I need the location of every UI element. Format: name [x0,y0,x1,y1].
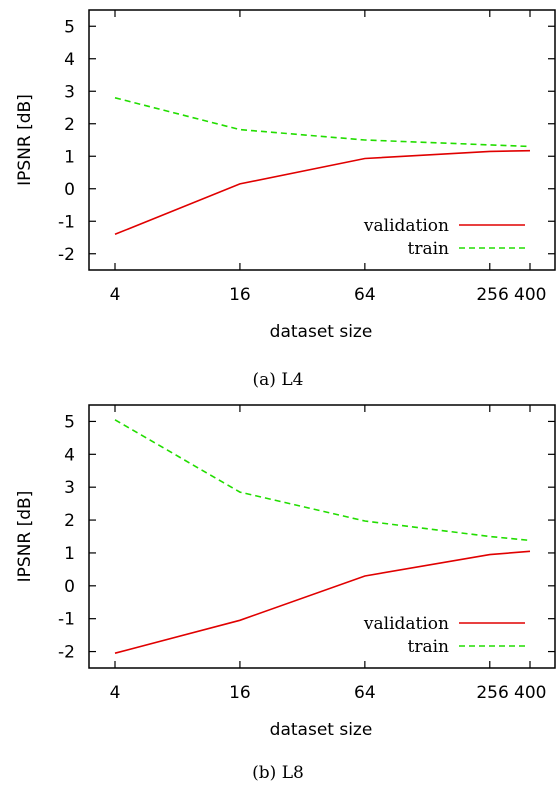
x-tick-label: 4 [110,285,121,305]
plot-frame [88,404,556,669]
figure-caption: (a) L4 [253,370,304,390]
x-tick-label: 256 [476,683,508,703]
y-tick-label: 4 [64,50,75,70]
y-tick-label: 1 [64,147,75,167]
y-tick-label: -1 [58,212,75,232]
y-tick-label: -2 [58,245,75,265]
legend-label-train: train [408,637,450,657]
y-tick-label: 5 [64,17,75,37]
x-axis-label: dataset size [270,720,373,740]
y-axis-label: IPSNR [dB] [15,491,35,583]
x-tick-label: 256 [476,285,508,305]
y-tick-label: 5 [64,412,75,432]
y-tick-label: -2 [58,643,75,663]
legend-label-validation: validation [363,216,449,236]
x-tick-label: 4 [110,683,121,703]
x-axis-label: dataset size [270,322,373,342]
x-tick-label: 16 [229,683,251,703]
y-tick-label: 1 [64,544,75,564]
figure-caption: (b) L8 [252,763,304,783]
series-validation-line [114,550,531,654]
x-tick-label: 16 [229,285,251,305]
y-tick-label: 2 [64,115,75,135]
y-tick-label: 3 [64,82,75,102]
legend-label-train: train [408,239,450,259]
x-tick-label: 64 [354,285,376,305]
plot-frame [88,9,556,271]
x-tick-label: 400 [514,683,546,703]
series-train-line [114,97,531,148]
series-validation-line [114,149,531,236]
y-tick-label: 4 [64,445,75,465]
y-tick-label: 0 [64,180,75,200]
y-tick-label: 0 [64,577,75,597]
y-axis-label: IPSNR [dB] [15,94,35,186]
y-tick-label: 2 [64,511,75,531]
x-tick-label: 64 [354,683,376,703]
y-tick-label: 3 [64,478,75,498]
x-tick-label: 400 [514,285,546,305]
series-train-line [114,419,531,542]
y-tick-label: -1 [58,610,75,630]
legend-label-validation: validation [363,614,449,634]
